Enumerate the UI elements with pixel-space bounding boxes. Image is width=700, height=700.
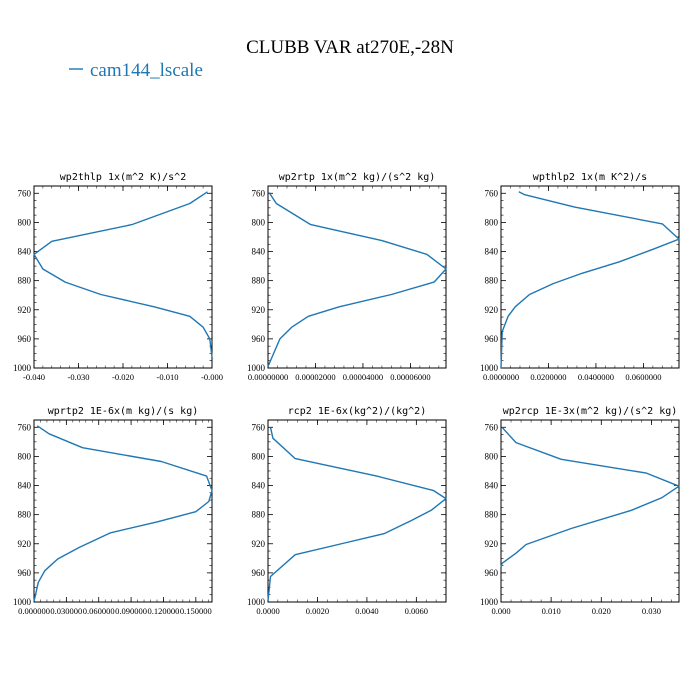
ytick-label: 800 — [252, 451, 266, 461]
xtick-label: 0.0020 — [306, 606, 329, 616]
xtick-label: 0.0200000 — [530, 372, 566, 382]
ytick-label: 920 — [252, 539, 266, 549]
chart-panel-2: wp2rtp 1x(m^2 kg)/(s^2 kg) 760 800 840 880 92… — [247, 172, 447, 382]
ytick-label: 840 — [485, 247, 499, 257]
ytick-label: 920 — [485, 539, 499, 549]
series-line — [500, 426, 680, 568]
ytick-label: 1000 — [480, 363, 499, 373]
ytick-label: 960 — [485, 334, 499, 344]
legend: cam144_lscale — [69, 60, 203, 81]
ytick-label: 1000 — [480, 597, 499, 607]
xtick-label: -0.030 — [68, 372, 90, 382]
xtick-label: 0.030000 — [50, 606, 82, 616]
ytick-label: 880 — [252, 276, 266, 286]
ytick-label: 960 — [252, 568, 266, 578]
ytick-label: 920 — [485, 305, 499, 315]
xtick-label: 0.0600000 — [625, 372, 661, 382]
ytick-label: 760 — [18, 422, 32, 432]
ytick-label: 760 — [485, 188, 499, 198]
panel-title: wprtp2 1E-6x(m kg)/(s kg) — [48, 406, 199, 417]
xtick-label: 0.150000 — [180, 606, 212, 616]
xtick-label: -0.000 — [201, 372, 223, 382]
ytick-label: 960 — [18, 334, 32, 344]
xtick-label: 0.060000 — [83, 606, 115, 616]
panels-container: wp2thlp 1x(m^2 K)/s^2 760 800 840 880 920 960 1… — [13, 172, 680, 616]
xtick-label: 0.00000000 — [248, 372, 288, 382]
xtick-label: 0.030 — [642, 606, 661, 616]
series-line — [267, 427, 447, 601]
chart-panel-4: wprtp2 1E-6x(m kg)/(s kg) 760 800 840 880 920… — [13, 406, 213, 616]
ytick-label: 800 — [252, 217, 266, 227]
ytick-label: 840 — [252, 481, 266, 491]
ytick-label: 1000 — [247, 597, 266, 607]
chart-panel-3: wpthlp2 1x(m K^2)/s 760 800 840 880 920 960 100… — [480, 172, 680, 382]
xtick-label: 0.020 — [592, 606, 611, 616]
ytick-label: 1000 — [13, 363, 32, 373]
ytick-label: 920 — [18, 305, 32, 315]
ytick-label: 960 — [252, 334, 266, 344]
ytick-label: 960 — [485, 568, 499, 578]
series-line — [500, 191, 680, 369]
panel-title: wp2rtp 1x(m^2 kg)/(s^2 kg) — [279, 172, 436, 183]
xtick-label: 0.000 — [491, 606, 510, 616]
ytick-label: 840 — [485, 481, 499, 491]
ytick-label: 880 — [485, 276, 499, 286]
ytick-label: 1000 — [13, 597, 32, 607]
xtick-label: -0.040 — [23, 372, 45, 382]
ytick-label: 960 — [18, 568, 32, 578]
ytick-label: 760 — [252, 422, 266, 432]
series-line — [267, 192, 447, 367]
xtick-label: 0.0000 — [256, 606, 279, 616]
ytick-label: 800 — [485, 451, 499, 461]
ytick-label: 760 — [485, 422, 499, 432]
ytick-label: 880 — [252, 510, 266, 520]
series-line — [33, 425, 213, 602]
xtick-label: 0.00006000 — [390, 372, 430, 382]
xtick-label: -0.010 — [157, 372, 179, 382]
ytick-label: 880 — [18, 510, 32, 520]
series-line — [33, 191, 213, 358]
ytick-label: 800 — [18, 451, 32, 461]
plot-frame — [267, 419, 447, 603]
xtick-label: 0.090000 — [115, 606, 147, 616]
ytick-label: 760 — [18, 188, 32, 198]
figure-title: CLUBB VAR at270E,-28N — [246, 37, 454, 58]
ytick-label: 880 — [485, 510, 499, 520]
panel-title: rcp2 1E-6x(kg^2)/(kg^2) — [288, 406, 426, 417]
ytick-label: 840 — [18, 481, 32, 491]
xtick-label: 0.0400000 — [578, 372, 614, 382]
ytick-label: 1000 — [247, 363, 266, 373]
ytick-label: 880 — [18, 276, 32, 286]
ytick-label: 760 — [252, 188, 266, 198]
plot-frame — [500, 419, 680, 603]
xtick-label: 0.010 — [542, 606, 561, 616]
xtick-label: 0.00004000 — [343, 372, 383, 382]
xtick-label: 0.000000 — [18, 606, 50, 616]
plot-frame — [500, 185, 680, 369]
chart-panel-5: rcp2 1E-6x(kg^2)/(kg^2) 760 800 840 880 920 96… — [247, 406, 447, 616]
chart-panel-6: wp2rcp 1E-3x(m^2 kg)/(s^2 kg) 760 800 840 88… — [480, 406, 680, 616]
ytick-label: 920 — [252, 305, 266, 315]
xtick-label: 0.0000000 — [483, 372, 519, 382]
ytick-label: 920 — [18, 539, 32, 549]
plot-frame — [33, 419, 213, 603]
xtick-label: 0.00002000 — [295, 372, 335, 382]
xtick-label: -0.020 — [112, 372, 134, 382]
xtick-label: 0.0040 — [355, 606, 378, 616]
xtick-label: 0.0060 — [405, 606, 428, 616]
legend-label: cam144_lscale — [90, 60, 203, 81]
plot-frame — [267, 185, 447, 369]
chart-panel-1: wp2thlp 1x(m^2 K)/s^2 760 800 840 880 920 960 1… — [13, 172, 223, 382]
ytick-label: 800 — [18, 217, 32, 227]
panel-title: wpthlp2 1x(m K^2)/s — [533, 172, 647, 183]
panel-title: wp2thlp 1x(m^2 K)/s^2 — [60, 172, 186, 183]
ytick-label: 800 — [485, 217, 499, 227]
plot-frame — [33, 185, 213, 369]
panel-title: wp2rcp 1E-3x(m^2 kg)/(s^2 kg) — [503, 406, 678, 417]
ytick-label: 840 — [18, 247, 32, 257]
xtick-label: 0.120000 — [148, 606, 180, 616]
ytick-label: 840 — [252, 247, 266, 257]
